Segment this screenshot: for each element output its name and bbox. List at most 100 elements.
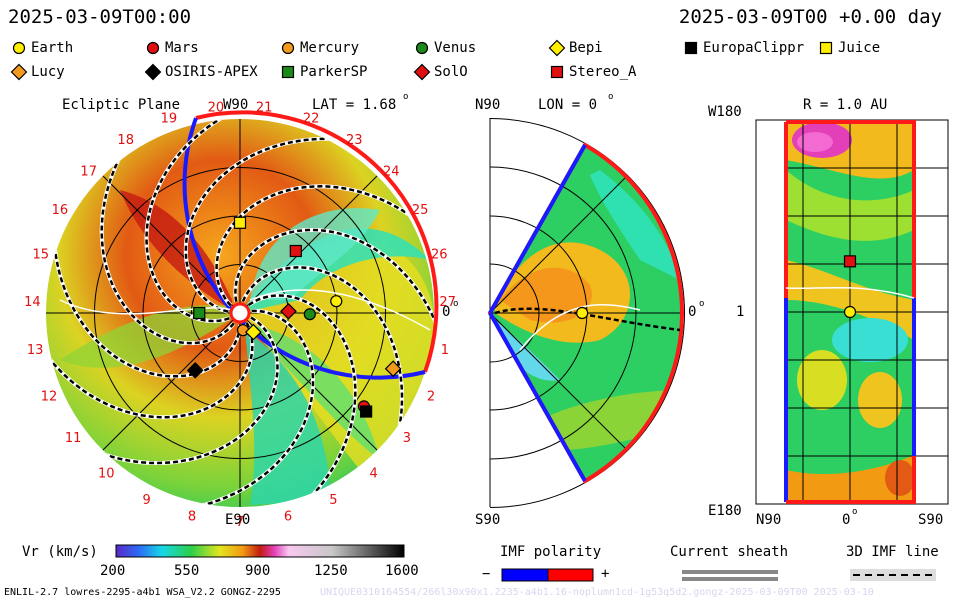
legend-solo: SolO bbox=[434, 64, 468, 80]
carrington-label-23: 23 bbox=[346, 133, 363, 148]
ecliptic-marker-bepi bbox=[245, 323, 262, 341]
legend-icon-mercury bbox=[281, 41, 295, 55]
legend-europaclippr: EuropaClippr bbox=[703, 40, 805, 56]
ecliptic-marker-juice bbox=[233, 216, 247, 229]
legend-mercury: Mercury bbox=[300, 40, 360, 56]
imf-line bbox=[241, 266, 404, 474]
meridional-bottom-label: S90 bbox=[475, 512, 501, 528]
imf-line bbox=[46, 317, 254, 419]
legend-osiris-apex: OSIRIS-APEX bbox=[165, 64, 258, 80]
legend-icon-europaclippr bbox=[684, 41, 698, 55]
carrington-label-1: 1 bbox=[441, 343, 449, 358]
legend-icon-osiris-apex bbox=[144, 63, 162, 81]
header-time-left: 2025-03-09T00:00 bbox=[8, 6, 192, 28]
radial-x-left: N90 bbox=[756, 512, 782, 528]
ecliptic-marker-osiris-apex bbox=[186, 361, 204, 379]
ecliptic-right-label: 0 bbox=[442, 304, 451, 320]
legend-icon-lucy bbox=[10, 63, 28, 81]
ecliptic-rim-positive bbox=[195, 110, 439, 373]
meridional-imf-line bbox=[494, 307, 681, 332]
imf-polarity-positive-swatch bbox=[547, 568, 594, 582]
imf-polarity-minus: − bbox=[482, 566, 491, 582]
carrington-label-9: 9 bbox=[143, 493, 151, 508]
imf-line-label: 3D IMF line bbox=[846, 544, 939, 560]
colorbar-tick-550: 550 bbox=[174, 563, 200, 579]
radial-rim-positive bbox=[784, 120, 916, 298]
radial-x-right: S90 bbox=[918, 512, 944, 528]
ecliptic-top-label: W90 bbox=[223, 97, 249, 113]
legend-icon-stereo-a bbox=[550, 65, 564, 79]
carrington-label-11: 11 bbox=[65, 431, 82, 446]
body-markers bbox=[186, 216, 857, 418]
legend-venus: Venus bbox=[434, 40, 477, 56]
ecliptic-marker-parkersp bbox=[193, 306, 206, 320]
legend-icon-juice bbox=[819, 41, 833, 55]
radial-x-mid-degree: o bbox=[852, 507, 858, 517]
carrington-label-18: 18 bbox=[117, 133, 134, 148]
legend-lucy: Lucy bbox=[31, 64, 65, 80]
legend-icon-bepi bbox=[548, 39, 566, 57]
carrington-label-13: 13 bbox=[27, 343, 44, 358]
radial-mid-label: 1 bbox=[736, 304, 745, 320]
meridional-right-label: 0 bbox=[688, 304, 697, 320]
radial-rim-negative bbox=[784, 298, 916, 502]
carrington-label-12: 12 bbox=[41, 389, 58, 404]
carrington-label-25: 25 bbox=[412, 203, 429, 218]
legend-icon-earth bbox=[12, 41, 26, 55]
carrington-label-4: 4 bbox=[370, 466, 378, 481]
colorbar-tick-1250: 1250 bbox=[314, 563, 348, 579]
carrington-label-24: 24 bbox=[383, 164, 400, 179]
meridional-rim-positive bbox=[487, 142, 684, 484]
ecliptic-marker-earth bbox=[330, 295, 343, 308]
carrington-label-16: 16 bbox=[52, 203, 69, 218]
ecliptic-marker-solo bbox=[280, 302, 297, 320]
radial-current-sheet bbox=[785, 287, 915, 299]
meridional-top-label: N90 bbox=[475, 97, 501, 113]
colorbar-tick-1600: 1600 bbox=[385, 563, 419, 579]
legend-stereo-a: Stereo_A bbox=[569, 64, 637, 80]
carrington-label-26: 26 bbox=[431, 247, 448, 262]
imf-line bbox=[234, 228, 434, 369]
ecliptic-lat-degree: o bbox=[403, 92, 409, 102]
ecliptic-marker-lucy bbox=[384, 360, 402, 378]
meridional-lon-label: LON = 0 bbox=[538, 97, 598, 113]
radial-title: R = 1.0 AU bbox=[803, 97, 888, 113]
imf-line bbox=[60, 316, 279, 465]
ecliptic-bottom-label: E90 bbox=[225, 512, 251, 528]
imf-line bbox=[52, 200, 242, 378]
imf-line bbox=[248, 294, 357, 507]
imf-polarity-negative-swatch bbox=[501, 568, 549, 582]
legend-icons bbox=[10, 39, 833, 81]
carrington-label-6: 6 bbox=[284, 509, 292, 524]
carrington-label-15: 15 bbox=[32, 247, 49, 262]
legend-bepi: Bepi bbox=[569, 40, 603, 56]
meridional-lon-degree: o bbox=[608, 92, 614, 102]
vr-colorbar bbox=[115, 544, 405, 558]
ecliptic-current-sheet bbox=[59, 289, 431, 331]
imf-line bbox=[215, 185, 434, 307]
carrington-label-17: 17 bbox=[80, 164, 97, 179]
radial-x-mid: 0 bbox=[842, 512, 851, 528]
carrington-label-2: 2 bbox=[427, 389, 435, 404]
radial-panel bbox=[755, 119, 949, 505]
legend-earth: Earth bbox=[31, 40, 74, 56]
header-time-right: 2025-03-09T00 +0.00 day bbox=[678, 6, 942, 28]
meridional-marker-earth bbox=[576, 306, 589, 320]
radial-rim-bottom bbox=[786, 456, 916, 504]
ecliptic-marker-europaclippr bbox=[360, 405, 373, 418]
imf-line bbox=[184, 137, 378, 313]
meridional-rim-negative bbox=[488, 144, 587, 482]
ecliptic-title: Ecliptic Plane bbox=[62, 97, 181, 113]
radial-bottom-label: E180 bbox=[708, 503, 742, 519]
ecliptic-marker-stereo-a bbox=[289, 244, 302, 258]
ecliptic-marker-venus bbox=[303, 308, 316, 321]
imf-polarity-label: IMF polarity bbox=[500, 544, 602, 560]
legend-icon-solo bbox=[413, 63, 431, 81]
legend-icon-parkersp bbox=[281, 65, 295, 79]
legend-juice: Juice bbox=[838, 40, 881, 56]
imf-line bbox=[100, 119, 235, 345]
ecliptic-lat-label: LAT = 1.68 bbox=[312, 97, 397, 113]
current-sheath-label: Current sheath bbox=[670, 544, 789, 560]
